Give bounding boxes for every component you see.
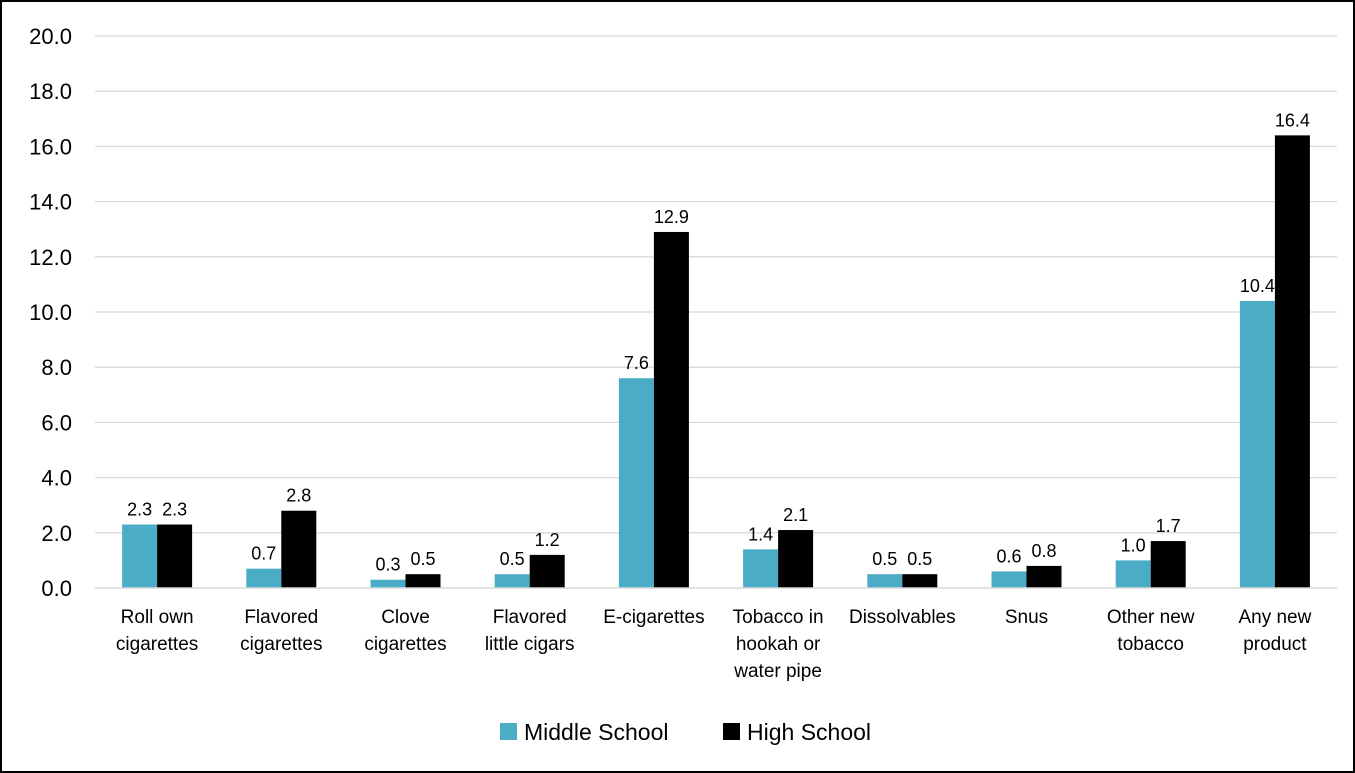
x-category-label: Flavored little cigars <box>485 607 575 655</box>
data-labels: 2.3 0.7 0.3 0.5 7.6 1.4 0.5 0.6 1.0 10.4 2.3 2.8 0.5… <box>127 110 1310 574</box>
data-label: 1.2 <box>535 530 560 550</box>
x-category-label: Tobacco in hookah or water pipe <box>733 607 824 682</box>
data-label: 0.3 <box>375 555 400 575</box>
bars <box>122 135 1310 589</box>
x-category-label-line: hookah or <box>736 634 821 655</box>
data-label: 0.7 <box>251 544 276 564</box>
legend-swatch-high-school <box>723 723 740 740</box>
x-category-label: Dissolvables <box>849 607 956 628</box>
x-category-label-line: Clove <box>381 607 430 628</box>
y-tick-label: 20.0 <box>29 24 72 49</box>
data-label: 10.4 <box>1240 276 1275 296</box>
y-axis-tick-labels: 0.0 2.0 4.0 6.0 8.0 10.0 12.0 14.0 16.0 18.0 20.0 <box>29 24 72 601</box>
y-tick-label: 6.0 <box>41 410 72 435</box>
bar-middle-school <box>1115 560 1151 588</box>
legend-label-middle-school: Middle School <box>524 719 668 745</box>
bar-middle-school <box>370 579 406 588</box>
data-label: 1.7 <box>1156 516 1181 536</box>
data-label: 2.3 <box>162 500 187 520</box>
data-label: 2.3 <box>127 500 152 520</box>
data-label: 1.0 <box>1121 535 1146 555</box>
y-tick-label: 2.0 <box>41 521 72 546</box>
data-label: 0.8 <box>1031 541 1056 561</box>
y-tick-label: 0.0 <box>41 576 72 601</box>
bar-high-school <box>1150 541 1186 588</box>
y-tick-label: 18.0 <box>29 79 72 104</box>
x-category-label: Roll own cigarettes <box>116 607 198 655</box>
data-label: 16.4 <box>1275 110 1310 130</box>
bar-middle-school <box>743 549 779 588</box>
legend-swatch-middle-school <box>500 723 517 740</box>
x-category-label-line: Any new <box>1238 607 1311 628</box>
bar-high-school <box>405 574 441 588</box>
x-category-label-line: water pipe <box>733 661 822 682</box>
bar-middle-school <box>246 568 282 588</box>
bar-middle-school <box>122 524 158 588</box>
x-category-label: Other new tobacco <box>1107 607 1195 655</box>
bar-middle-school <box>618 378 654 588</box>
y-tick-label: 4.0 <box>41 466 72 491</box>
y-tick-label: 14.0 <box>29 190 72 215</box>
x-category-label-line: Dissolvables <box>849 607 956 628</box>
legend-label-high-school: High School <box>747 719 871 745</box>
data-label: 0.5 <box>907 549 932 569</box>
gridlines <box>95 35 1337 534</box>
y-tick-label: 16.0 <box>29 134 72 159</box>
x-category-label: Clove cigarettes <box>364 607 446 655</box>
y-tick-label: 12.0 <box>29 245 72 270</box>
data-label: 12.9 <box>654 207 689 227</box>
bar-middle-school <box>991 571 1027 588</box>
x-category-label-line: Roll own <box>121 607 194 628</box>
data-label: 2.8 <box>286 486 311 506</box>
bar-middle-school <box>867 574 903 588</box>
x-category-label-line: tobacco <box>1117 634 1184 655</box>
legend: Middle School High School <box>500 719 871 745</box>
bar-high-school <box>778 530 814 588</box>
x-category-label-line: E-cigarettes <box>603 607 704 628</box>
x-category-label-line: Other new <box>1107 607 1195 628</box>
bar-high-school <box>281 510 317 588</box>
x-category-label-line: Snus <box>1005 607 1048 628</box>
y-tick-label: 10.0 <box>29 300 72 325</box>
bar-high-school <box>529 554 565 588</box>
data-label: 0.5 <box>872 549 897 569</box>
data-label: 7.6 <box>624 353 649 373</box>
x-category-label: E-cigarettes <box>603 607 704 628</box>
x-category-label-line: cigarettes <box>364 634 446 655</box>
x-category-label: Snus <box>1005 607 1048 628</box>
data-label: 1.4 <box>748 524 773 544</box>
data-label: 0.5 <box>410 549 435 569</box>
bar-high-school <box>157 524 193 588</box>
x-category-label: Flavored cigarettes <box>240 607 322 655</box>
data-label: 0.5 <box>500 549 525 569</box>
bar-high-school <box>653 231 689 588</box>
x-category-label-line: cigarettes <box>240 634 322 655</box>
x-category-label: Any new product <box>1238 607 1311 655</box>
data-label: 2.1 <box>783 505 808 525</box>
bar-middle-school <box>494 574 530 588</box>
bar-middle-school <box>1239 300 1275 588</box>
x-category-label-line: Flavored <box>244 607 318 628</box>
x-category-label-line: Tobacco in <box>733 607 824 628</box>
y-tick-label: 8.0 <box>41 355 72 380</box>
bar-high-school <box>1274 135 1310 589</box>
x-category-label-line: cigarettes <box>116 634 198 655</box>
bar-high-school <box>902 574 938 588</box>
bar-high-school <box>1026 565 1062 588</box>
data-label: 0.6 <box>996 546 1021 566</box>
x-category-label-line: little cigars <box>485 634 575 655</box>
x-category-label-line: Flavored <box>493 607 567 628</box>
x-category-label-line: product <box>1243 634 1307 655</box>
